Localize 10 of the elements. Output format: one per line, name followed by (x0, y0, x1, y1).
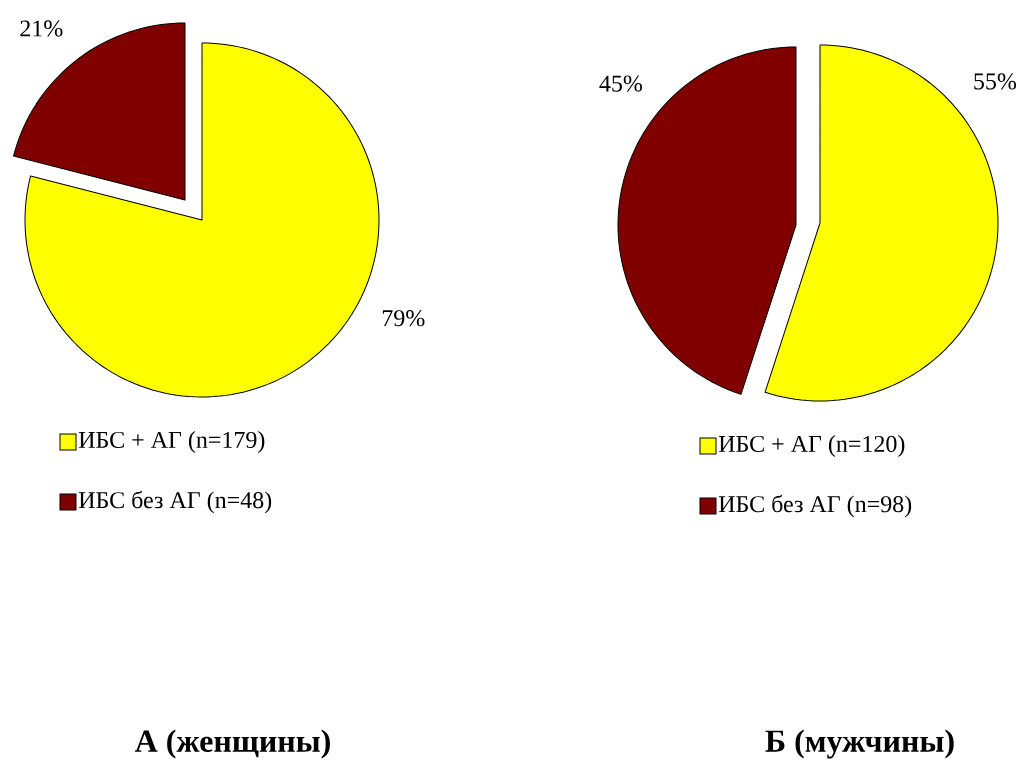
text: А (женщины) (134, 729, 330, 759)
data-label: 55% (974, 73, 1017, 90)
data-label: 21% (20, 20, 63, 37)
legend-label: ИБС + АГ (n=120) (718, 435, 905, 458)
legend-label: ИБС без АГ (n=48) (78, 491, 272, 514)
text: Б (мужчины) (765, 729, 954, 759)
data-label: 79% (382, 310, 425, 327)
data-label: 45% (599, 75, 643, 92)
legend-label: ИБС + АГ (n=179) (78, 431, 265, 454)
legend-label: ИБС без АГ (n=98) (718, 495, 912, 518)
